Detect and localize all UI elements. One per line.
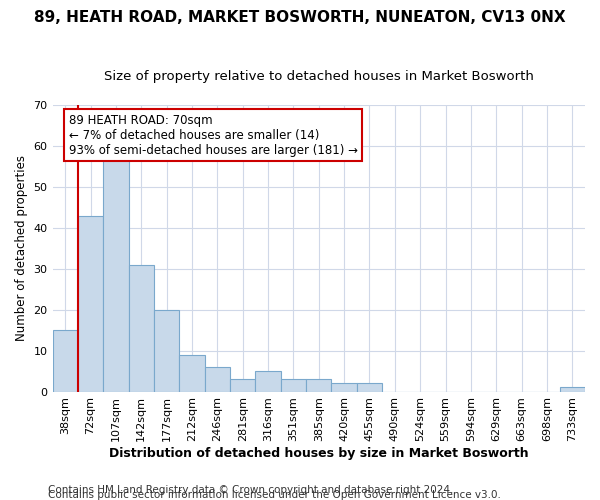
Bar (331, 384, 357, 392)
Bar (281, 380, 306, 392)
Y-axis label: Number of detached properties: Number of detached properties (15, 156, 28, 342)
Bar (230, 380, 256, 392)
Bar (103, 154, 128, 392)
Text: 89 HEATH ROAD: 70sqm
← 7% of detached houses are smaller (14)
93% of semi-detach: 89 HEATH ROAD: 70sqm ← 7% of detached ho… (68, 114, 358, 156)
Bar (357, 384, 382, 392)
Bar (154, 310, 179, 392)
Text: Contains HM Land Registry data © Crown copyright and database right 2024.: Contains HM Land Registry data © Crown c… (48, 485, 454, 495)
Bar (306, 380, 331, 392)
Text: Contains public sector information licensed under the Open Government Licence v3: Contains public sector information licen… (48, 490, 501, 500)
Bar (53, 330, 78, 392)
Bar (256, 371, 281, 392)
Text: 89, HEATH ROAD, MARKET BOSWORTH, NUNEATON, CV13 0NX: 89, HEATH ROAD, MARKET BOSWORTH, NUNEATO… (34, 10, 566, 25)
Bar (560, 388, 585, 392)
Bar (179, 354, 205, 392)
Title: Size of property relative to detached houses in Market Bosworth: Size of property relative to detached ho… (104, 70, 534, 83)
Bar (128, 264, 154, 392)
Bar (78, 216, 103, 392)
Bar (205, 367, 230, 392)
X-axis label: Distribution of detached houses by size in Market Bosworth: Distribution of detached houses by size … (109, 447, 529, 460)
